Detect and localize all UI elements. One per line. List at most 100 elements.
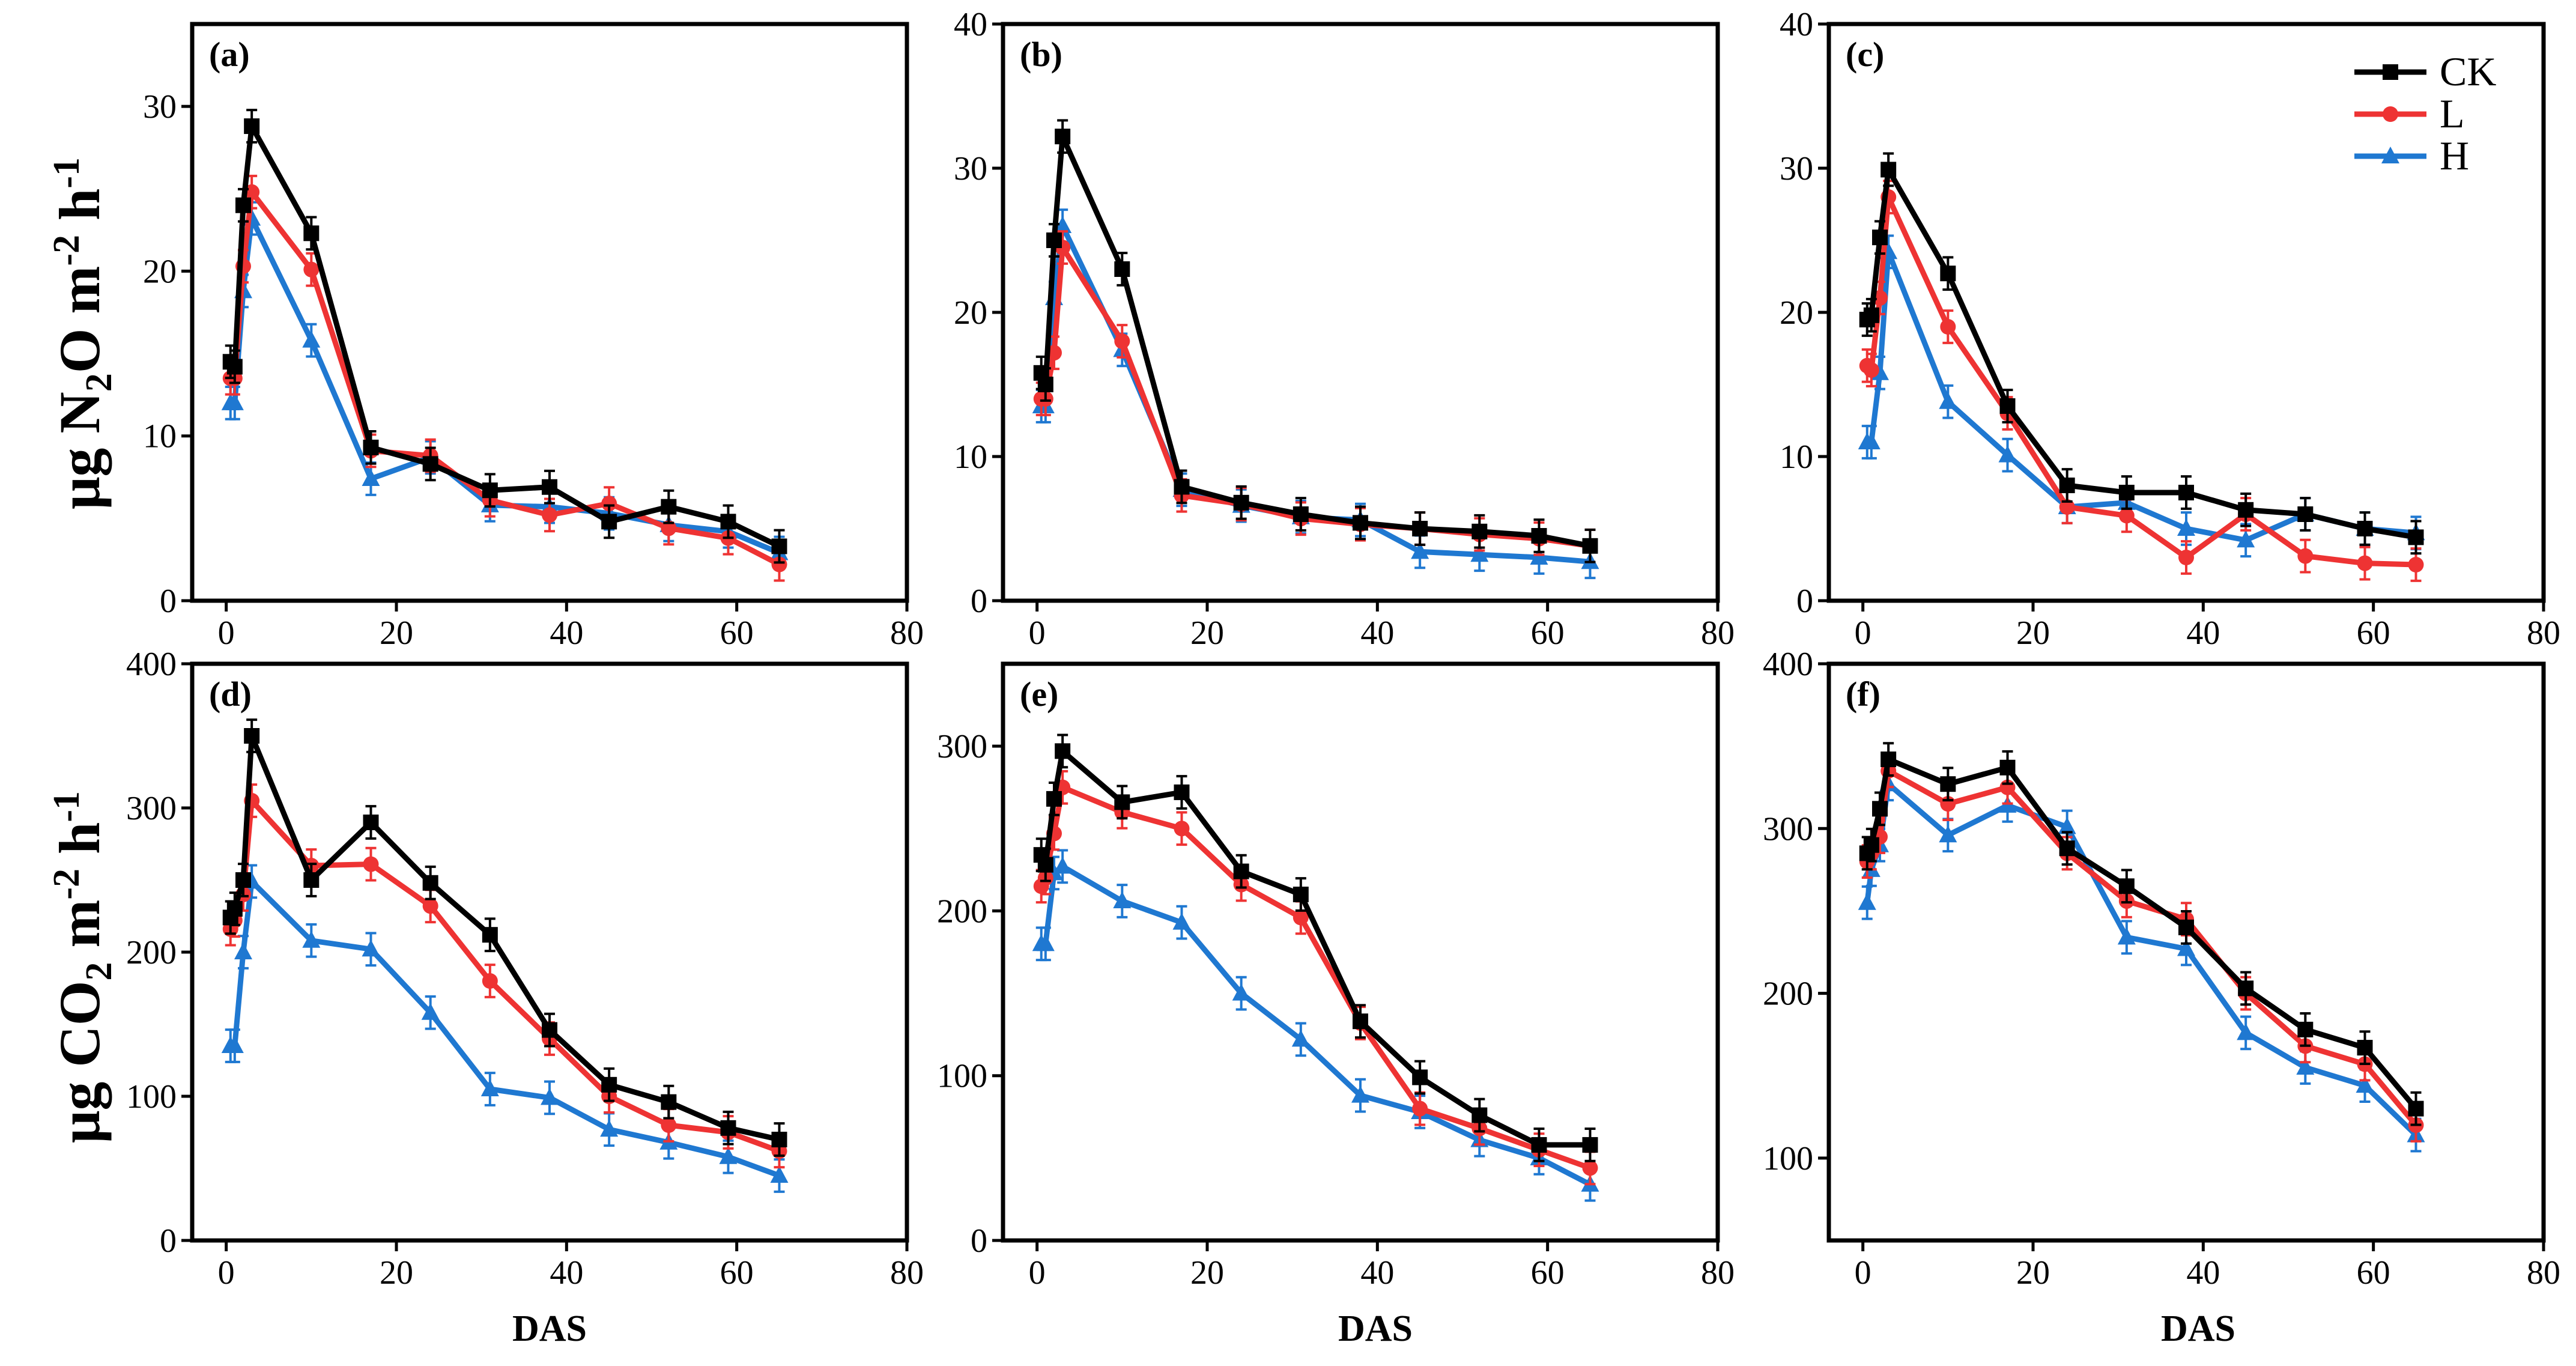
data-point-CK-a-4 (303, 225, 320, 241)
data-point-H-d-8 (541, 1088, 559, 1105)
series-CK-d (222, 718, 787, 1157)
x-axis-label-f: DAS (2161, 1308, 2235, 1349)
y-tick-label-b-30: 30 (954, 150, 987, 187)
x-tick-label-d-60: 60 (720, 1254, 754, 1292)
data-point-CK-a-12 (771, 538, 787, 554)
data-point-H-b-3 (1053, 216, 1072, 233)
y-tick-label-b-20: 20 (954, 294, 987, 332)
data-point-CK-d-2 (235, 872, 251, 888)
data-point-CK-d-8 (542, 1022, 557, 1038)
data-point-H-d-7 (480, 1079, 499, 1096)
y-tick-label-f-200: 200 (1763, 976, 1813, 1013)
y-tick-label-b-40: 40 (954, 6, 987, 43)
data-point-CK-f-3 (1880, 751, 1897, 768)
series-line-L-e (1038, 785, 1592, 1171)
data-point-L-e-7 (1293, 909, 1309, 926)
data-point-CK-f-8 (2178, 919, 2194, 935)
x-axis-label-d: DAS (512, 1308, 587, 1349)
data-point-H-f-11 (2356, 1076, 2374, 1093)
data-point-H-b-11 (1530, 548, 1548, 565)
data-point-H-f-0 (1858, 893, 1876, 910)
data-point-H-f-9 (2237, 1023, 2255, 1040)
data-point-CK-b-6 (1233, 494, 1249, 511)
data-point-CK-b-8 (1353, 515, 1368, 531)
y-label-co2-prefix: μg CO (47, 981, 112, 1143)
x-tick-label-e-60: 60 (1531, 1254, 1565, 1292)
y-tick-label-a-0: 0 (160, 583, 177, 620)
data-point-H-d-9 (600, 1120, 619, 1137)
data-point-CK-a-3 (244, 118, 260, 135)
data-point-CK-b-7 (1293, 506, 1309, 522)
data-point-H-e-7 (1291, 1030, 1310, 1047)
x-tick-label-c-60: 60 (2357, 615, 2390, 652)
y-tick-label-c-0: 0 (1796, 583, 1813, 620)
data-point-CK-b-10 (1471, 523, 1488, 539)
data-point-CK-c-4 (1940, 266, 1956, 282)
x-tick-label-d-0: 0 (218, 1254, 235, 1292)
data-point-CK-e-12 (1582, 1137, 1598, 1153)
y-tick-label-e-100: 100 (937, 1058, 987, 1095)
y-tick-label-f-300: 300 (1763, 810, 1813, 848)
x-tick-label-b-40: 40 (1360, 615, 1394, 652)
data-point-H-d-1 (225, 1036, 244, 1053)
x-tick-label-c-0: 0 (1855, 615, 1871, 652)
y-label-n2o-sup1: -2 (46, 235, 87, 266)
data-point-CK-a-6 (422, 456, 438, 472)
x-tick-label-a-20: 20 (380, 615, 413, 652)
data-point-CK-f-4 (1940, 776, 1956, 792)
data-point-CK-b-11 (1531, 528, 1547, 544)
x-tick-label-a-0: 0 (218, 615, 235, 652)
series-L-f (1859, 753, 2424, 1143)
data-point-L-c-7 (2118, 508, 2135, 524)
x-tick-label-d-80: 80 (890, 1254, 924, 1292)
data-point-CK-b-9 (1412, 521, 1428, 536)
data-point-CK-d-9 (601, 1076, 617, 1093)
plot-frame-d (190, 661, 909, 1243)
data-point-CK-a-10 (661, 499, 677, 515)
data-point-CK-e-3 (1055, 743, 1071, 759)
y-label-co2-mid: m (47, 900, 112, 962)
series-CK-a (222, 109, 787, 564)
y-tick-label-e-200: 200 (937, 893, 987, 930)
plot-frame-a (190, 22, 909, 603)
data-point-H-c-8 (2177, 519, 2195, 536)
panel-label-d: (d) (209, 675, 252, 714)
data-point-CK-d-11 (720, 1120, 736, 1136)
data-point-CK-c-10 (2297, 506, 2314, 522)
data-point-CK-a-1 (226, 359, 243, 375)
series-CK-e (1033, 733, 1598, 1162)
y-tick-label-b-0: 0 (971, 583, 987, 620)
legend-item-CK: CK (2354, 49, 2496, 94)
x-tick-label-a-80: 80 (890, 615, 924, 652)
data-point-CK-c-8 (2178, 485, 2194, 500)
data-point-L-d-5 (363, 856, 379, 872)
data-point-CK-e-11 (1531, 1137, 1547, 1153)
data-point-CK-b-5 (1174, 479, 1190, 495)
x-tick-label-d-20: 20 (380, 1254, 413, 1292)
data-point-CK-c-7 (2118, 485, 2135, 500)
x-tick-label-d-40: 40 (550, 1254, 583, 1292)
x-tick-label-e-40: 40 (1360, 1254, 1394, 1292)
legend-label-H: H (2440, 133, 2469, 178)
panel-label-e: (e) (1020, 675, 1058, 714)
y-tick-label-c-30: 30 (1780, 150, 1813, 187)
y-tick-label-e-0: 0 (971, 1222, 987, 1260)
plot-frame-f (1826, 661, 2546, 1243)
data-point-L-c-10 (2297, 548, 2314, 564)
legend-item-L: L (2354, 91, 2465, 136)
y-tick-label-c-10: 10 (1780, 439, 1813, 476)
data-point-H-e-6 (1232, 983, 1250, 1001)
panel-label-b: (b) (1020, 35, 1062, 74)
data-point-L-c-8 (2178, 550, 2194, 565)
data-point-CK-d-5 (363, 815, 379, 830)
data-point-H-c-5 (1998, 445, 2017, 463)
data-point-H-d-2 (234, 943, 252, 959)
y-label-co2-sup1: -2 (46, 869, 87, 900)
data-point-L-d-6 (422, 898, 438, 914)
legend-marker-H (2381, 147, 2399, 163)
y-tick-label-f-400: 400 (1763, 646, 1813, 683)
data-point-L-a-12 (771, 556, 787, 572)
data-point-CK-b-12 (1582, 538, 1598, 554)
